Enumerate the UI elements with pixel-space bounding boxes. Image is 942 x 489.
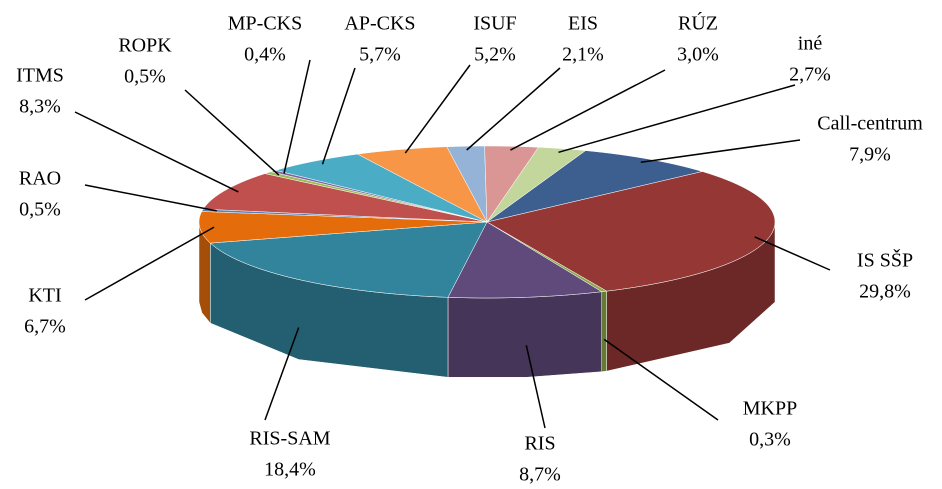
value-label: 8,7% bbox=[519, 464, 561, 486]
leader-line bbox=[84, 184, 217, 212]
leader-line bbox=[603, 338, 719, 421]
category-label: MP-CKS bbox=[228, 13, 302, 35]
category-label: MKPP bbox=[743, 398, 797, 420]
leader-line bbox=[640, 139, 801, 164]
value-label: 2,7% bbox=[789, 64, 831, 86]
leader-line bbox=[525, 345, 546, 429]
value-label: 18,4% bbox=[264, 459, 316, 481]
category-label: RIS-SAM bbox=[249, 428, 330, 450]
category-label: RIS bbox=[524, 433, 555, 455]
leader-line bbox=[466, 67, 561, 151]
pie-side bbox=[447, 291, 602, 378]
category-label: ITMS bbox=[16, 65, 64, 87]
pie-slice bbox=[486, 146, 587, 223]
leader-line bbox=[184, 89, 280, 176]
value-label: 6,7% bbox=[24, 316, 66, 338]
category-label: ISUF bbox=[473, 13, 516, 35]
value-label: 0,5% bbox=[124, 66, 166, 88]
pie-slice bbox=[486, 150, 704, 223]
pie-side bbox=[601, 290, 607, 372]
leader-line bbox=[84, 226, 215, 301]
category-label: IS SŠP bbox=[857, 248, 913, 272]
pie-slice bbox=[209, 221, 488, 298]
value-label: 0,4% bbox=[244, 44, 286, 66]
category-label: ROPK bbox=[118, 35, 172, 57]
value-label: 5,7% bbox=[359, 44, 401, 66]
pie-slice bbox=[274, 153, 488, 223]
value-label: 0,3% bbox=[749, 429, 791, 451]
category-label: RÚZ bbox=[678, 11, 718, 35]
value-label: 8,3% bbox=[19, 96, 61, 118]
leader-line bbox=[264, 327, 300, 421]
leader-line bbox=[510, 69, 666, 151]
category-label: RAO bbox=[19, 168, 61, 190]
pie-slice bbox=[356, 146, 488, 223]
category-label: AP-CKS bbox=[344, 13, 415, 35]
leader-line bbox=[283, 59, 311, 174]
category-label: iné bbox=[798, 33, 823, 55]
pie-slice bbox=[447, 221, 603, 299]
leader-line bbox=[754, 236, 831, 271]
leader-line bbox=[74, 111, 239, 193]
leader-line bbox=[321, 67, 356, 165]
category-label: Call-centrum bbox=[817, 113, 923, 135]
value-label: 3,0% bbox=[677, 44, 719, 66]
value-label: 5,2% bbox=[474, 44, 516, 66]
value-label: 2,1% bbox=[562, 44, 604, 66]
category-label: KTI bbox=[28, 285, 61, 307]
pie-slice bbox=[484, 145, 539, 223]
pie bbox=[198, 145, 776, 378]
pie-slice bbox=[202, 173, 488, 223]
leader-line bbox=[558, 84, 796, 154]
category-label: EIS bbox=[568, 13, 598, 35]
leader-line bbox=[404, 64, 471, 154]
value-label: 0,5% bbox=[19, 199, 61, 221]
pie-slice bbox=[486, 171, 776, 292]
value-label: 7,9% bbox=[849, 144, 891, 166]
value-label: 29,8% bbox=[859, 281, 911, 303]
